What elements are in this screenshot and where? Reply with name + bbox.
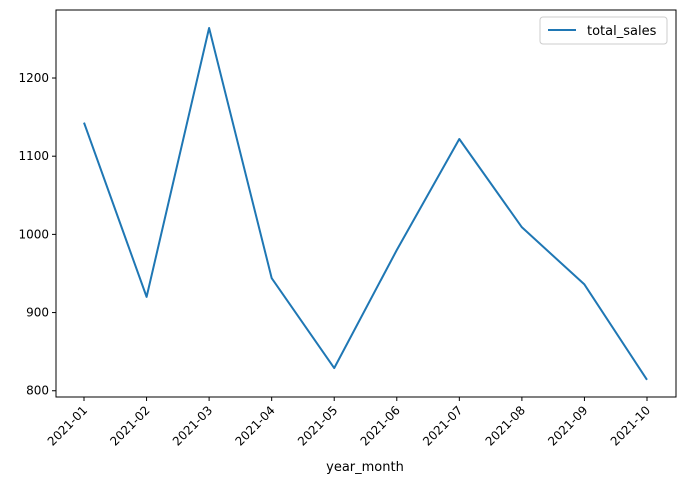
- axes-frame: [55, 9, 677, 398]
- legend: total_sales: [539, 16, 668, 45]
- legend-box: [539, 16, 668, 45]
- y-tick-label: 1100: [18, 149, 49, 163]
- legend-label: total_sales: [587, 24, 657, 39]
- y-tick-label: 800: [26, 384, 49, 398]
- x-axis-label: year_month: [326, 460, 404, 475]
- y-tick-label: 1000: [18, 227, 49, 241]
- y-tick-label: 900: [26, 306, 49, 320]
- y-tick-label: 1200: [18, 71, 49, 85]
- series-line: [83, 27, 648, 381]
